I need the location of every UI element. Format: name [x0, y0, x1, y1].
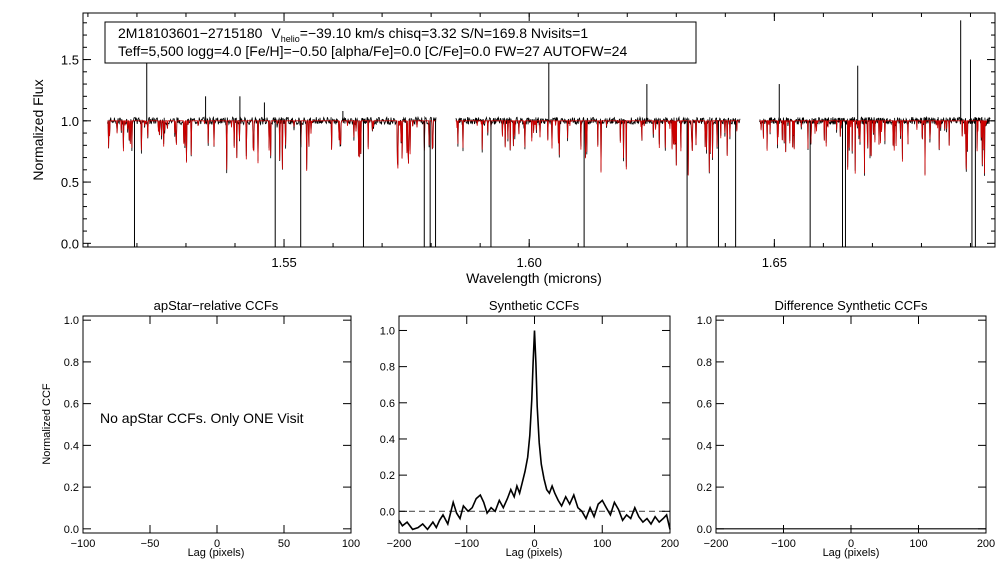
- y-tick-label: 0.2: [380, 470, 395, 482]
- spectrum-panel: 1.55 1.60 1.65 0.0 0.5 1.0 1.5 2M18103601−2715…: [30, 12, 996, 286]
- x-tick-label: 100: [593, 538, 611, 550]
- y-tick-label: 0.0: [64, 524, 79, 536]
- info-box-frame: [104, 21, 697, 64]
- difference-ccf-plot-frame: [715, 315, 987, 534]
- x-tick-label: −200: [704, 538, 729, 550]
- y-tick-label: 0.0: [697, 524, 712, 536]
- no-ccf-message: No apStar CCFs. Only ONE Visit: [100, 410, 304, 426]
- x-tick-label: 200: [661, 538, 679, 550]
- y-tick-label: 0.8: [697, 357, 712, 369]
- y-tick-label: 1.0: [380, 325, 395, 337]
- apstar-ccf-y-axis-title: Normalized CCF: [41, 383, 53, 465]
- difference-ccf-title: Difference Synthetic CCFs: [775, 298, 928, 313]
- vhelio-subscript: helio: [281, 34, 300, 44]
- x-tick-label: 200: [977, 538, 995, 550]
- y-tick-label: 0.8: [380, 362, 395, 374]
- x-tick-label: 1.55: [271, 255, 296, 270]
- spectrum-ticks: 1.55 1.60 1.65 0.0 0.5 1.0 1.5: [61, 13, 995, 270]
- synthetic-ccf-curve: [398, 330, 671, 531]
- x-tick-label: 1.65: [762, 255, 787, 270]
- y-tick-label: 0.2: [64, 482, 79, 494]
- x-tick-label: 0: [531, 538, 537, 550]
- y-tick-label: 0.4: [64, 440, 79, 452]
- observed-spectrum-segment: [107, 115, 437, 174]
- synthetic-ccf-series: [398, 330, 671, 531]
- y-tick-label: 0.4: [697, 440, 712, 452]
- x-tick-label: 50: [278, 538, 290, 550]
- model-spectrum-segment: [107, 119, 436, 171]
- info-line-2: Teff=5,500 logg=4.0 [Fe/H]=−0.50 [alpha/…: [118, 43, 627, 59]
- y-tick-label: 1.0: [697, 315, 712, 327]
- apstar-ccf-panel: apStar−relative CCFs −100 −50 0 50 100 0.0 0.2…: [41, 298, 360, 559]
- x-tick-label: −100: [771, 538, 796, 550]
- x-tick-label: −100: [71, 538, 96, 550]
- x-tick-label: −200: [387, 538, 412, 550]
- vhelio-values: =−39.10 km/s chisq=3.32 S/N=169.8 Nvisit…: [300, 25, 589, 41]
- model-spectrum-segment: [455, 120, 740, 176]
- vhelio-symbol: V: [271, 25, 281, 41]
- y-tick-label: 0.6: [64, 399, 79, 411]
- apstar-ccf-x-axis-title: Lag (pixels): [188, 547, 245, 559]
- model-spectrum-segment: [759, 120, 991, 176]
- x-tick-label: −50: [141, 538, 160, 550]
- y-tick-label: 1.0: [64, 315, 79, 327]
- y-tick-label: 0.6: [697, 399, 712, 411]
- y-tick-label: 0.5: [61, 175, 79, 190]
- y-tick-label: 1.0: [61, 114, 79, 129]
- star-id: 2M18103601−2715180: [118, 25, 263, 41]
- y-tick-label: 0.0: [380, 506, 395, 518]
- spectrum-series: [107, 20, 991, 247]
- x-tick-label: 100: [909, 538, 927, 550]
- spectrum-y-axis-title: Normalized Flux: [30, 79, 46, 180]
- x-tick-label: −100: [454, 538, 479, 550]
- x-tick-label: 0: [214, 538, 220, 550]
- spectrum-plot-frame: [82, 12, 996, 248]
- apstar-ccf-ticks: −100 −50 0 50 100 0.0 0.2 0.4 0.6 0.8 1.0: [64, 315, 360, 550]
- difference-ccf-panel: Difference Synthetic CCFs −200 −100 0 100 20…: [697, 298, 995, 559]
- apstar-ccf-title: apStar−relative CCFs: [154, 298, 279, 313]
- difference-ccf-ticks: −200 −100 0 100 200 0.0 0.2 0.4 0.6 0.8 1.0: [697, 315, 995, 550]
- difference-ccf-x-axis-title: Lag (pixels): [823, 547, 880, 559]
- y-tick-label: 0.0: [61, 236, 79, 251]
- spectrum-info-box: 2M18103601−2715180 Vhelio=−39.10 km/s chi…: [104, 21, 697, 64]
- synthetic-ccf-panel: Synthetic CCFs −200 −100 0 100 200 0.0 0.2 0.4 0…: [380, 298, 679, 559]
- spectrum-x-axis-title: Wavelength (microns): [466, 270, 602, 286]
- info-line-1: 2M18103601−2715180 Vhelio=−39.10 km/s chi…: [118, 25, 588, 44]
- x-tick-label: 100: [342, 538, 360, 550]
- y-tick-label: 0.2: [697, 482, 712, 494]
- x-tick-label: 0: [848, 538, 854, 550]
- synthetic-ccf-ticks: −200 −100 0 100 200 0.0 0.2 0.4 0.6 0.8 1.0: [380, 316, 679, 550]
- x-tick-label: 1.60: [517, 255, 542, 270]
- y-tick-label: 0.8: [64, 357, 79, 369]
- y-tick-label: 0.4: [380, 434, 395, 446]
- synthetic-ccf-title: Synthetic CCFs: [489, 298, 580, 313]
- y-tick-label: 0.6: [380, 398, 395, 410]
- y-tick-label: 1.5: [61, 53, 79, 68]
- synthetic-ccf-x-axis-title: Lag (pixels): [506, 547, 563, 559]
